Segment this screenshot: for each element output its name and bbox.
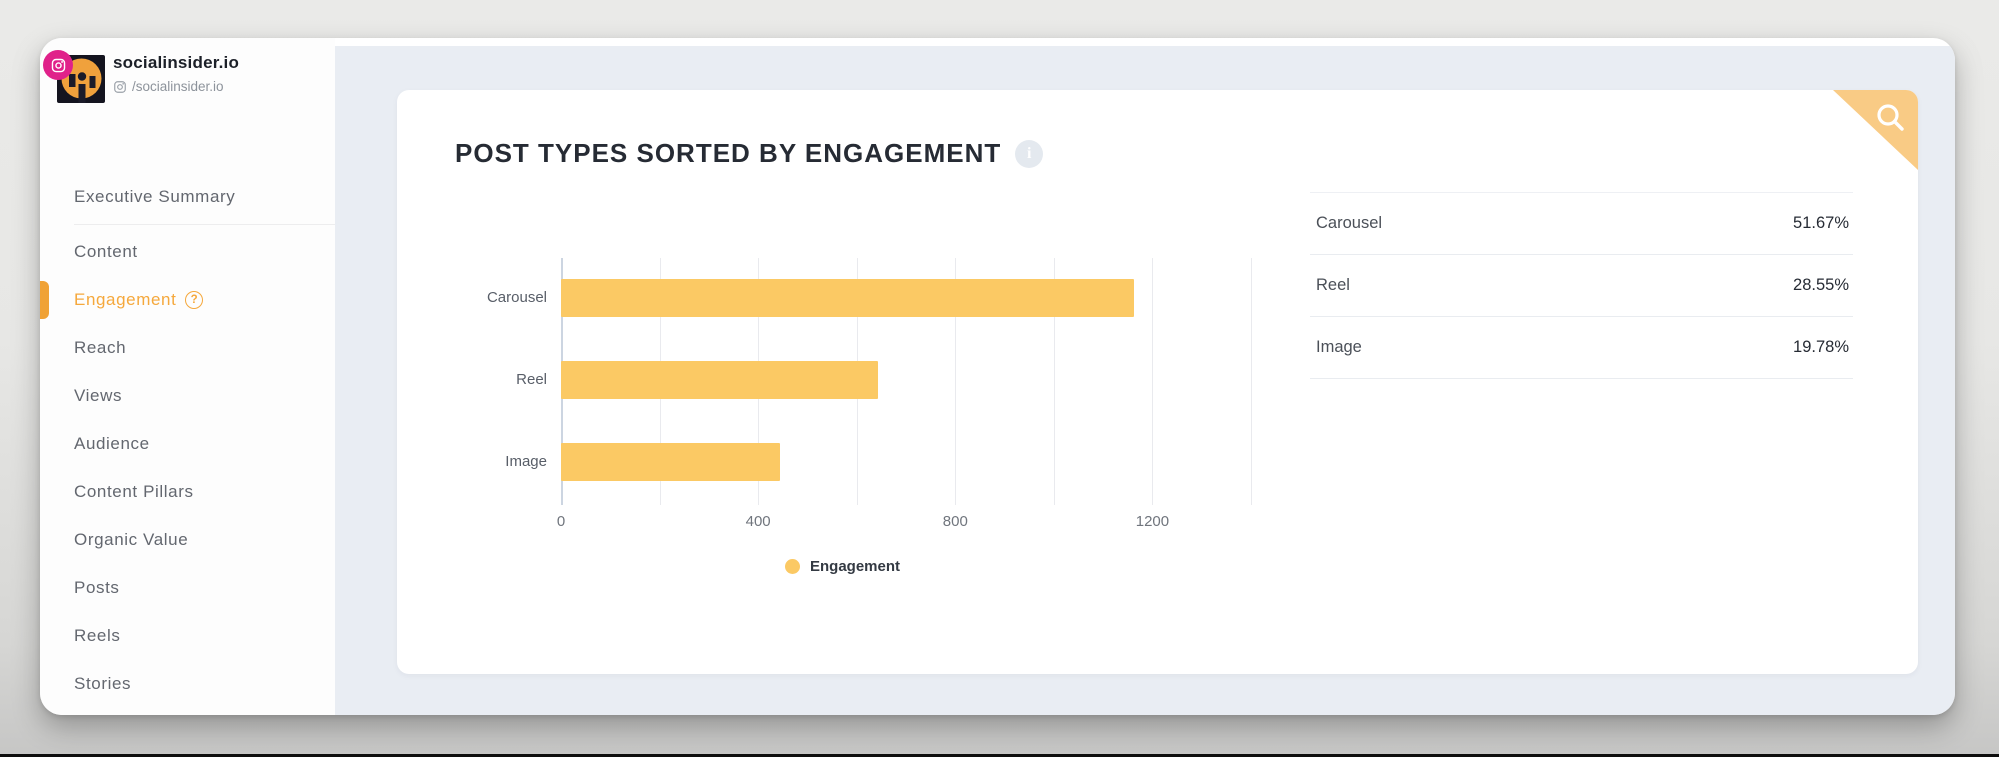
- category-label: Reel: [516, 371, 547, 388]
- sidebar-item-engagement[interactable]: Engagement?: [40, 276, 335, 324]
- sidebar-item-label: Reels: [74, 626, 121, 645]
- breakdown-row-value: 28.55%: [1793, 276, 1849, 294]
- breakdown-row-value: 19.78%: [1793, 338, 1849, 356]
- gridline: [1251, 258, 1252, 505]
- main-content-area: POST TYPES SORTED BY ENGAGEMENT i Carous…: [335, 46, 1955, 715]
- sidebar-item-label: Reach: [74, 338, 127, 357]
- breakdown-row-label: Reel: [1316, 276, 1350, 294]
- breakdown-row-image: Image 19.78%: [1310, 317, 1853, 379]
- sidebar-item-label: Executive Summary: [74, 187, 236, 206]
- sidebar-item-views[interactable]: Views: [40, 372, 335, 420]
- sidebar-item-reach[interactable]: Reach: [40, 324, 335, 372]
- legend-item-engagement[interactable]: Engagement: [785, 558, 900, 575]
- x-axis-tick-label: 800: [942, 513, 968, 530]
- bar-chart-plot-area: [561, 258, 1252, 505]
- magnifier-icon[interactable]: [1872, 100, 1910, 138]
- instagram-outline-icon: [114, 80, 126, 93]
- sidebar-item-organic-value[interactable]: Organic Value: [40, 516, 335, 564]
- screen-bottom-edge: [0, 754, 1999, 757]
- sidebar-item-label: Engagement: [74, 290, 177, 309]
- profile-handle-text: /socialinsider.io: [132, 79, 224, 94]
- gridline: [955, 258, 957, 505]
- engagement-breakdown-table: Carousel 51.67% Reel 28.55% Image 19.78%: [1310, 192, 1853, 379]
- engagement-bar-image[interactable]: [561, 443, 781, 481]
- sidebar-item-stories[interactable]: Stories: [40, 660, 335, 708]
- app-window: POST TYPES SORTED BY ENGAGEMENT i Carous…: [40, 38, 1955, 715]
- engagement-bar-reel[interactable]: [561, 361, 878, 399]
- breakdown-row-reel: Reel 28.55%: [1310, 255, 1853, 317]
- profile-handle: /socialinsider.io: [113, 79, 224, 94]
- sidebar-divider: [74, 224, 335, 225]
- sidebar: socialinsider.io /socialinsider.io Execu…: [40, 38, 335, 715]
- info-icon[interactable]: i: [1015, 139, 1044, 168]
- sidebar-item-content[interactable]: Content: [40, 228, 335, 276]
- engagement-bar-carousel[interactable]: [561, 279, 1135, 317]
- sidebar-item-reels[interactable]: Reels: [40, 612, 335, 660]
- sidebar-item-label: Posts: [74, 578, 120, 597]
- x-axis-tick-label: 0: [556, 513, 566, 530]
- legend-label: Engagement: [810, 558, 901, 575]
- sidebar-item-label: Audience: [74, 434, 150, 453]
- gridline: [1053, 258, 1055, 505]
- instagram-badge-icon: [43, 50, 73, 80]
- sidebar-item-label: Views: [74, 386, 123, 405]
- gridline: [1152, 258, 1154, 505]
- sidebar-item-content-pillars[interactable]: Content Pillars: [40, 468, 335, 516]
- sidebar-nav: Executive Summary Content Engagement? Reach…: [40, 173, 335, 708]
- x-axis-tick-label: 1200: [1135, 513, 1170, 530]
- sidebar-item-label: Content Pillars: [74, 482, 194, 501]
- help-glyph: ?: [190, 294, 199, 306]
- breakdown-row-carousel: Carousel 51.67%: [1310, 193, 1853, 255]
- breakdown-row-label: Image: [1316, 338, 1362, 356]
- help-icon[interactable]: ?: [185, 291, 204, 309]
- sidebar-item-posts[interactable]: Posts: [40, 564, 335, 612]
- info-glyph: i: [1027, 144, 1032, 162]
- sidebar-item-label: Organic Value: [74, 530, 189, 549]
- legend-marker-icon: [785, 559, 800, 574]
- x-axis-tick-label: 400: [745, 513, 771, 530]
- sidebar-item-executive-summary[interactable]: Executive Summary: [40, 173, 335, 221]
- category-label: Carousel: [486, 289, 547, 306]
- breakdown-row-label: Carousel: [1316, 214, 1383, 232]
- profile-name: socialinsider.io: [113, 53, 240, 72]
- sidebar-item-label: Content: [74, 242, 138, 261]
- post-types-chart-card: POST TYPES SORTED BY ENGAGEMENT i Carous…: [397, 90, 1918, 674]
- category-label: Image: [505, 453, 547, 470]
- sidebar-item-label: Stories: [74, 674, 132, 693]
- profile-header: socialinsider.io /socialinsider.io: [40, 38, 335, 118]
- breakdown-row-value: 51.67%: [1793, 214, 1849, 232]
- card-title: POST TYPES SORTED BY ENGAGEMENT: [455, 138, 1002, 168]
- sidebar-item-audience[interactable]: Audience: [40, 420, 335, 468]
